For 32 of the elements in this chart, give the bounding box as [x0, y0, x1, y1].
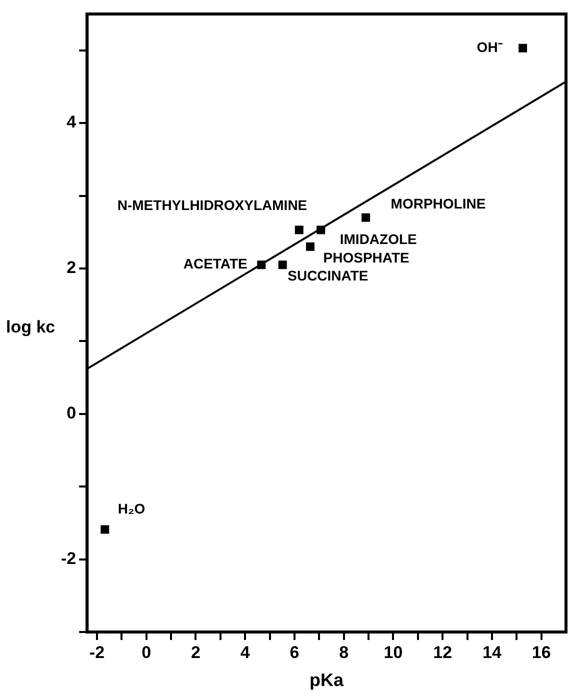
- x-tick-label: 2: [190, 642, 200, 662]
- annotation: ACETATE: [183, 256, 248, 272]
- x-axis-title: pKa: [310, 670, 345, 690]
- point: [100, 525, 110, 534]
- point: [518, 44, 528, 52]
- y-tick-label: 2: [66, 258, 76, 278]
- y-tick-label: 0: [66, 404, 76, 423]
- y-tick-label: 4: [66, 112, 77, 132]
- x-tick-label: 12: [433, 642, 452, 662]
- annotation: IMIDAZOLE: [340, 230, 417, 247]
- x-tick-label: 0: [142, 642, 152, 662]
- point: [294, 226, 304, 234]
- x-tick-label: 6: [290, 642, 300, 662]
- annotation: PHOSPHATE: [323, 250, 410, 266]
- x-tick-label: -2: [89, 642, 105, 662]
- point: [257, 260, 266, 270]
- annotation: H₂O: [118, 500, 146, 516]
- annotation: N-METHYLHIDROXYLAMINE: [117, 196, 308, 213]
- x-tick-label: 8: [339, 642, 349, 662]
- annotation: OH⁻: [476, 39, 503, 56]
- annotation: SUCCINATE: [288, 268, 368, 284]
- y-tick-label: -2: [60, 548, 76, 568]
- x-tick-label: 10: [384, 642, 403, 662]
- x-tick-label: 14: [482, 642, 502, 662]
- annotation: MORPHOLINE: [390, 195, 486, 212]
- x-tick-label: 16: [532, 642, 551, 662]
- point: [316, 226, 326, 234]
- y-axis-title: log kc: [6, 318, 56, 337]
- point: [306, 242, 315, 251]
- point: [278, 260, 287, 270]
- point: [362, 213, 370, 222]
- x-tick-label: 4: [240, 642, 250, 662]
